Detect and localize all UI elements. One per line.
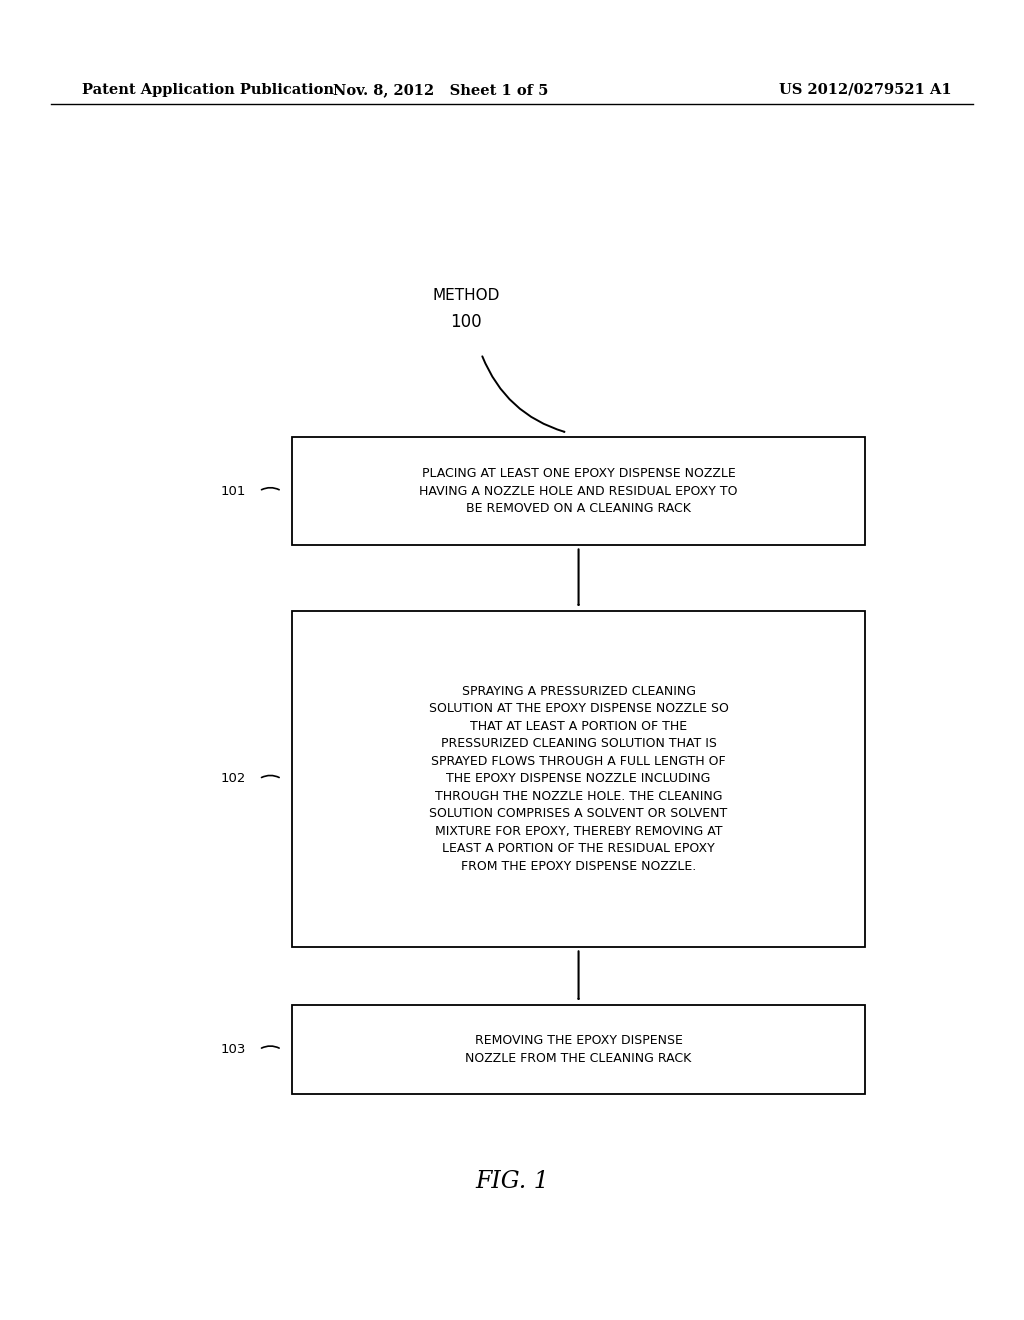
Text: SPRAYING A PRESSURIZED CLEANING
SOLUTION AT THE EPOXY DISPENSE NOZZLE SO
THAT AT: SPRAYING A PRESSURIZED CLEANING SOLUTION… [429,685,728,873]
Bar [292,437,865,545]
Bar [292,1005,865,1094]
Text: 100: 100 [451,313,481,331]
Text: METHOD: METHOD [432,288,500,304]
Text: US 2012/0279521 A1: US 2012/0279521 A1 [779,83,951,96]
Text: 102: 102 [220,772,246,785]
Bar [292,610,865,948]
Text: FIG. 1: FIG. 1 [475,1170,549,1193]
FancyArrowPatch shape [261,775,280,777]
FancyArrowPatch shape [482,356,564,432]
Text: Patent Application Publication: Patent Application Publication [82,83,334,96]
FancyArrowPatch shape [261,487,280,490]
Text: Nov. 8, 2012   Sheet 1 of 5: Nov. 8, 2012 Sheet 1 of 5 [333,83,548,96]
Text: PLACING AT LEAST ONE EPOXY DISPENSE NOZZLE
HAVING A NOZZLE HOLE AND RESIDUAL EPO: PLACING AT LEAST ONE EPOXY DISPENSE NOZZ… [419,467,738,515]
Text: 103: 103 [220,1043,246,1056]
FancyArrowPatch shape [261,1045,280,1048]
Text: 101: 101 [220,484,246,498]
Text: REMOVING THE EPOXY DISPENSE
NOZZLE FROM THE CLEANING RACK: REMOVING THE EPOXY DISPENSE NOZZLE FROM … [466,1034,691,1065]
